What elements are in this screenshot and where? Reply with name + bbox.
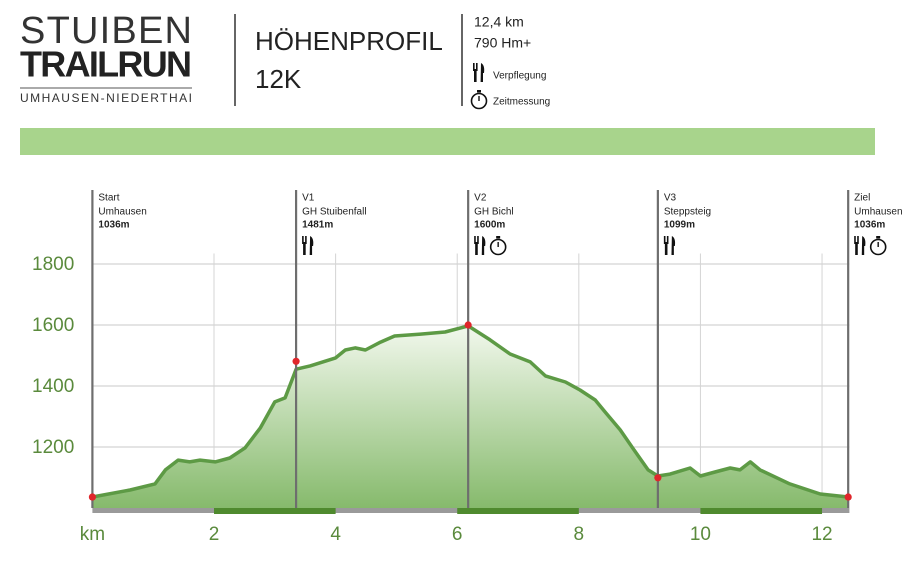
food-icon: [854, 236, 866, 255]
icon-part: [470, 92, 488, 110]
icon-part: [476, 63, 478, 71]
logo-line1: STUIBEN: [20, 10, 192, 52]
icon-part: [855, 242, 858, 255]
station-elevation: 1099m: [664, 220, 695, 231]
station-marker: [654, 474, 662, 482]
station-elevation: 1036m: [854, 220, 885, 231]
station-name: V2: [474, 193, 487, 204]
icon-part: [475, 242, 478, 255]
station-name: V1: [302, 193, 315, 204]
y-tick-label: 1200: [32, 437, 74, 458]
x-tick-label: 4: [330, 524, 341, 545]
station-elevation: 1600m: [474, 220, 505, 231]
icon-part: [474, 69, 477, 82]
x-tick-label: 10: [690, 524, 711, 545]
food-icon: [473, 63, 485, 82]
food-icon: [474, 236, 486, 255]
ascent: 790 Hm+: [474, 35, 531, 51]
icon-part: [473, 63, 475, 71]
distance: 12,4 km: [474, 14, 524, 30]
logo-line2: TRAILRUN: [20, 44, 192, 85]
icon-part: [489, 238, 507, 256]
y-tick-label: 1800: [32, 254, 74, 275]
icon-part: [671, 236, 676, 255]
logo-line3: UMHAUSEN-NIEDERTHAI: [20, 91, 192, 105]
elevation-area: [92, 325, 849, 508]
y-tick-label: 1600: [32, 315, 74, 336]
icon-part: [477, 90, 481, 93]
x-axis-band-segment: [457, 508, 579, 514]
station-marker: [292, 357, 300, 365]
icon-part: [481, 236, 486, 255]
station-place: GH Stuibenfall: [302, 207, 366, 218]
food-icon: [302, 236, 314, 255]
station-place: Steppsteig: [664, 207, 711, 218]
station-name: Start: [98, 193, 119, 204]
legend-food: Verpflegung: [493, 71, 546, 82]
x-tick-label: 8: [574, 524, 585, 545]
icon-part: [303, 242, 306, 255]
timing-icon: [470, 90, 488, 110]
legend-timing-icon: [470, 90, 488, 110]
header-band: [20, 128, 875, 155]
icon-part: [663, 236, 666, 244]
icon-part: [869, 238, 887, 256]
station-elevation: 1481m: [302, 220, 333, 231]
station-place: GH Bichl: [474, 207, 513, 218]
icon-part: [854, 236, 856, 244]
title: HÖHENPROFIL: [255, 26, 443, 56]
x-tick-label: 6: [452, 524, 463, 545]
icon-part: [876, 236, 881, 239]
icon-part: [305, 236, 307, 244]
icon-part: [474, 236, 476, 244]
station-place: Umhausen: [854, 207, 902, 218]
icon-part: [309, 236, 314, 255]
icon-part: [664, 242, 668, 255]
subtitle: 12K: [255, 64, 302, 94]
icon-part: [480, 63, 485, 82]
x-tick-label: 12: [811, 524, 832, 545]
station-marker: [88, 493, 96, 501]
x-tick-label: km: [80, 524, 105, 545]
x-axis-band-segment: [214, 508, 336, 514]
y-tick-label: 1400: [32, 376, 74, 397]
x-axis-band-segment: [700, 508, 823, 514]
station-name: V3: [664, 193, 677, 204]
legend-timing: Zeitmessung: [493, 97, 550, 108]
timing-icon: [489, 236, 507, 256]
icon-part: [302, 236, 304, 244]
station-place: Umhausen: [98, 207, 146, 218]
icon-part: [857, 236, 859, 244]
station-marker: [464, 321, 472, 329]
x-tick-label: 2: [209, 524, 220, 545]
timing-icon: [869, 236, 887, 256]
food-icon: [663, 236, 676, 255]
icon-part: [861, 236, 866, 255]
station-marker: [844, 493, 852, 501]
icon-part: [496, 236, 501, 239]
station-elevation: 1036m: [98, 220, 129, 231]
station-name: Ziel: [854, 193, 870, 204]
icon-part: [477, 236, 479, 244]
icon-part: [666, 236, 669, 244]
legend-food-icon: [473, 63, 485, 82]
